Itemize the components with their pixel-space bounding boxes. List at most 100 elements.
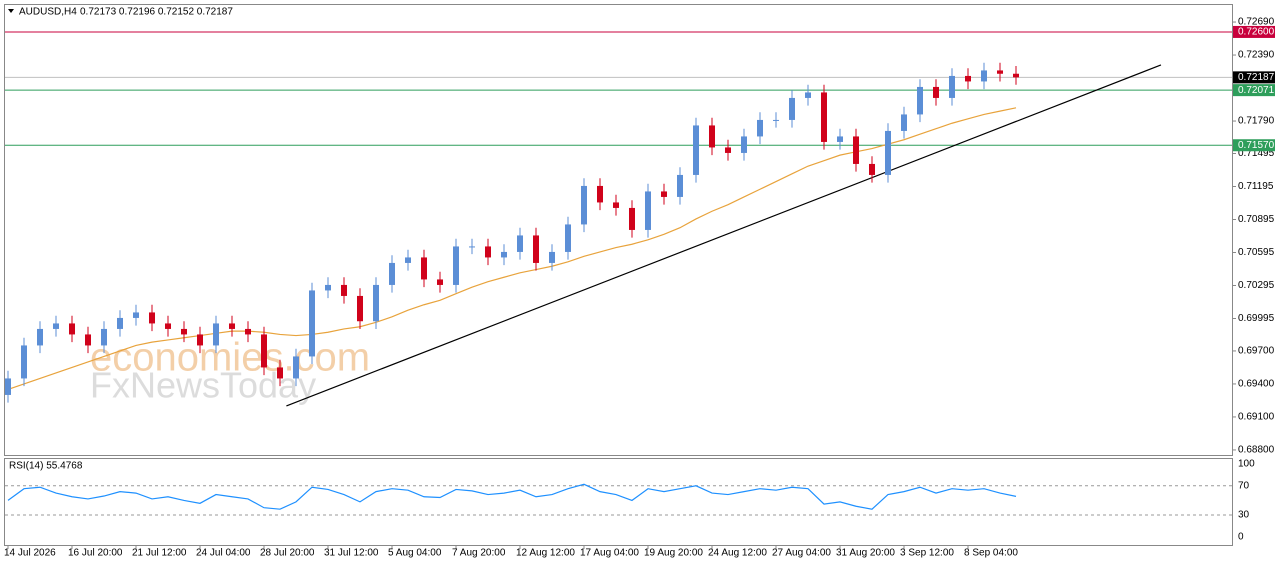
x-tick-label: 7 Aug 20:00 <box>452 548 506 559</box>
candle-body <box>389 262 395 285</box>
candle-body <box>901 114 907 131</box>
candle-body <box>997 70 1003 74</box>
candle-body <box>373 284 379 322</box>
candle-body <box>197 334 203 346</box>
x-tick-label: 8 Sep 04:00 <box>964 548 1018 559</box>
candle-body <box>117 317 123 329</box>
y-tick-label: 0.70295 <box>1238 280 1275 291</box>
candle-body <box>661 191 667 197</box>
x-tick-label: 28 Jul 20:00 <box>260 548 315 559</box>
candle-body <box>981 70 987 82</box>
candle-body <box>101 328 107 346</box>
candle-body <box>773 119 779 121</box>
y-tick-label: 0.69400 <box>1238 379 1275 390</box>
candle-body <box>869 163 875 175</box>
symbol: AUDUSD,H4 <box>19 7 77 18</box>
candle-body <box>965 75 971 82</box>
candle-body <box>293 356 299 379</box>
y-tick-label: 0.72390 <box>1238 50 1275 61</box>
candle-body <box>469 246 475 248</box>
candle-body <box>213 323 219 346</box>
candle-body <box>245 328 251 335</box>
trendline <box>286 64 1162 407</box>
x-tick-label: 24 Jul 04:00 <box>196 548 251 559</box>
price-pane <box>4 4 1233 456</box>
candle-body <box>613 202 619 208</box>
candle-body <box>917 86 923 115</box>
level-tag <box>1233 84 1275 97</box>
level-label: 0.71570 <box>1238 140 1275 151</box>
watermark: economies.com <box>90 336 370 380</box>
candle-body <box>533 235 539 263</box>
candle-body <box>37 328 43 346</box>
level-label: 0.72600 <box>1238 27 1275 38</box>
candle-body <box>453 246 459 285</box>
candle-body <box>85 334 91 346</box>
candle-body <box>581 185 587 225</box>
candle-body <box>597 185 603 203</box>
x-tick-label: 27 Aug 04:00 <box>772 548 831 559</box>
candle-body <box>805 92 811 98</box>
candle-body <box>933 86 939 98</box>
candle-body <box>341 284 347 296</box>
candle-body <box>549 251 555 263</box>
candle-body <box>149 312 155 324</box>
rsi-line <box>7 483 1017 510</box>
y-tick-label: 0.69100 <box>1238 412 1275 423</box>
candle-body <box>261 334 267 368</box>
x-tick-label: 31 Aug 20:00 <box>836 548 895 559</box>
x-tick-label: 5 Aug 04:00 <box>388 548 442 559</box>
menu-arrow[interactable] <box>8 9 14 13</box>
candle-body <box>837 136 843 142</box>
candle-body <box>53 323 59 329</box>
y-tick-label: 0.68800 <box>1238 445 1275 456</box>
candle-body <box>229 323 235 329</box>
level-label: 0.72187 <box>1238 72 1275 83</box>
y-tick-label: 0.69995 <box>1238 313 1275 324</box>
level-tag <box>1233 71 1275 84</box>
candle-body <box>437 279 443 285</box>
candle-body <box>1013 73 1019 78</box>
candle-body <box>405 257 411 263</box>
candle-body <box>741 136 747 153</box>
candle-body <box>757 119 763 137</box>
candle-body <box>5 378 11 395</box>
x-tick-label: 19 Aug 20:00 <box>644 548 703 559</box>
y-tick-label: 0.69700 <box>1238 346 1275 357</box>
candle-body <box>501 251 507 258</box>
x-tick-label: 31 Jul 12:00 <box>324 548 379 559</box>
candle-body <box>309 290 315 357</box>
candle-body <box>69 323 75 335</box>
candle-body <box>357 295 363 322</box>
candle-body <box>645 191 651 230</box>
candle-body <box>485 246 491 258</box>
y-tick-label: 0.71195 <box>1238 181 1274 192</box>
y-tick-label: 0.70595 <box>1238 247 1275 258</box>
x-tick-label: 24 Aug 12:00 <box>708 548 767 559</box>
candle-body <box>133 312 139 318</box>
candle-body <box>565 224 571 252</box>
candle-body <box>277 367 283 379</box>
y-tick-label: 0.71495 <box>1238 148 1275 159</box>
y-tick-label: 0.70895 <box>1238 214 1275 225</box>
candle-body <box>165 323 171 329</box>
candle-body <box>517 235 523 252</box>
rsi-tick-label: 30 <box>1238 510 1250 521</box>
x-tick-label: 3 Sep 12:00 <box>900 548 954 559</box>
candle-body <box>21 345 27 379</box>
candle-body <box>885 130 891 175</box>
level-tag <box>1233 139 1275 152</box>
candle-body <box>725 147 731 153</box>
candle-body <box>949 75 955 98</box>
y-tick-label: 0.71790 <box>1238 116 1275 127</box>
x-tick-label: 16 Jul 20:00 <box>68 548 123 559</box>
candle-body <box>821 92 827 142</box>
candle-body <box>325 284 331 291</box>
candle-body <box>853 136 859 164</box>
x-tick-label: 21 Jul 12:00 <box>132 548 187 559</box>
candle-body <box>789 97 795 120</box>
quote: 0.72173 0.72196 0.72152 0.72187 <box>80 7 233 18</box>
x-tick-label: 14 Jul 2026 <box>4 548 56 559</box>
